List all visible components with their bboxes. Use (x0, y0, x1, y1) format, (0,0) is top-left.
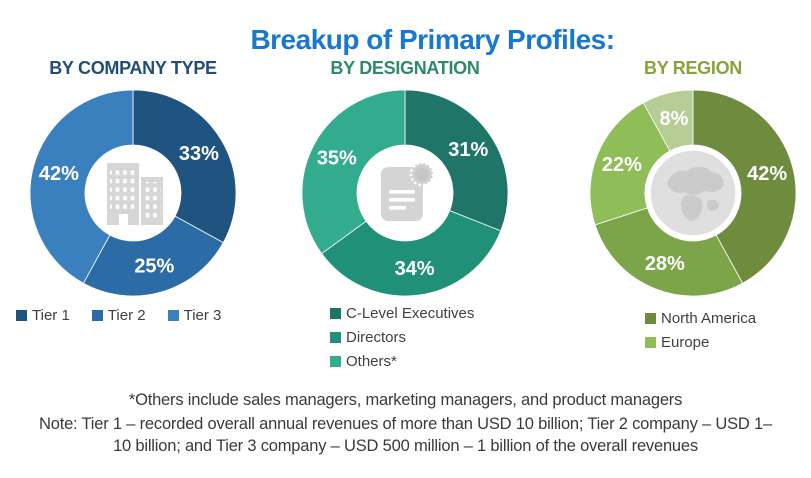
legend-swatch (645, 313, 656, 324)
donut-slice-tier-2 (82, 215, 224, 296)
legend-item-europe: Europe (645, 334, 796, 351)
legend-swatch (330, 356, 341, 367)
slice-data-label: 42% (747, 163, 787, 185)
legend-label: Tier 1 (32, 307, 70, 324)
donut-company-type: 33% 25% 42% (30, 90, 236, 296)
legend-swatch (16, 310, 27, 321)
donut-slice-tier-3 (30, 90, 134, 284)
legend-label: Tier 2 (107, 307, 146, 324)
company-type-column: BY COMPANY TYPE 33% 25% 42% (16, 58, 236, 324)
legend-swatch (91, 310, 103, 321)
donut-slice-directors (321, 210, 502, 296)
slice-data-label: 22% (602, 154, 642, 176)
legend-item-north-america: North America (645, 310, 796, 327)
donut-slice-c-level-executives (404, 90, 508, 232)
slice-data-label: 33% (179, 143, 219, 165)
slice-data-label: 28% (645, 253, 685, 275)
donut-slice-europe (590, 102, 671, 226)
donut-region: 42% 28% 22% 8% (590, 90, 796, 296)
legend-label: North America (661, 310, 757, 327)
slice-data-label: 25% (134, 255, 174, 277)
slice-data-label: 42% (39, 163, 79, 185)
slice-data-label: 8% (660, 108, 689, 130)
donut-slice-others (302, 90, 406, 255)
legend-label: Europe (661, 334, 710, 351)
donut-slice-8 (642, 90, 694, 152)
legend-company-type: Tier 1 Tier 2 Tier 3 (16, 307, 266, 324)
figure-title: Breakup of Primary Profiles: (250, 24, 615, 55)
by-company-type-donut-svg: 33% 25% 42% (30, 90, 236, 296)
legend-label: Others* (346, 353, 397, 370)
by-designation-donut-svg: 31% 34% 35% (302, 90, 508, 296)
legend-designation: C-Level Executives Directors Others* (330, 305, 508, 370)
legend-item-tier-2: Tier 2 (91, 307, 146, 324)
legend-swatch (167, 310, 179, 321)
legend-label: C-Level Executives (346, 305, 475, 322)
footnote-tier-definitions: Note: Tier 1 – recorded overall annual r… (39, 415, 772, 455)
legend-item-c-level-executives: C-Level Executives (330, 305, 508, 322)
legend-swatch (330, 332, 341, 343)
designation-column: BY DESIGNATION 31% 34% 35% C-Level Executi… (302, 58, 508, 370)
by-region-donut-svg: 42% 28% 22% 8% (590, 90, 796, 296)
slice-data-label: 34% (395, 258, 435, 280)
legend-label: Tier 3 (183, 307, 222, 324)
legend-item-directors: Directors (330, 329, 508, 346)
legend-region: North America Europe (645, 310, 796, 351)
legend-item-tier-3: Tier 3 (167, 307, 222, 324)
chart-header-company-type: BY COMPANY TYPE (49, 58, 217, 78)
slice-data-label: 35% (317, 147, 357, 169)
chart-header-region: BY REGION (644, 58, 742, 78)
donut-slice-28 (594, 207, 744, 296)
legend-label: Directors (346, 329, 407, 346)
legend-swatch (330, 308, 341, 319)
donut-designation: 31% 34% 35% (302, 90, 508, 296)
chart-header-designation: BY DESIGNATION (330, 58, 480, 78)
legend-item-others: Others* (330, 353, 508, 370)
donut-slice-tier-1 (132, 90, 236, 244)
legend-swatch (645, 337, 656, 348)
slice-data-label: 31% (448, 139, 488, 161)
region-column: BY REGION 42% 28% 22% 8% North America Europ… (590, 58, 796, 351)
legend-item-tier-1: Tier 1 (16, 307, 70, 324)
footnote-others: *Others include sales managers, marketin… (128, 391, 683, 409)
